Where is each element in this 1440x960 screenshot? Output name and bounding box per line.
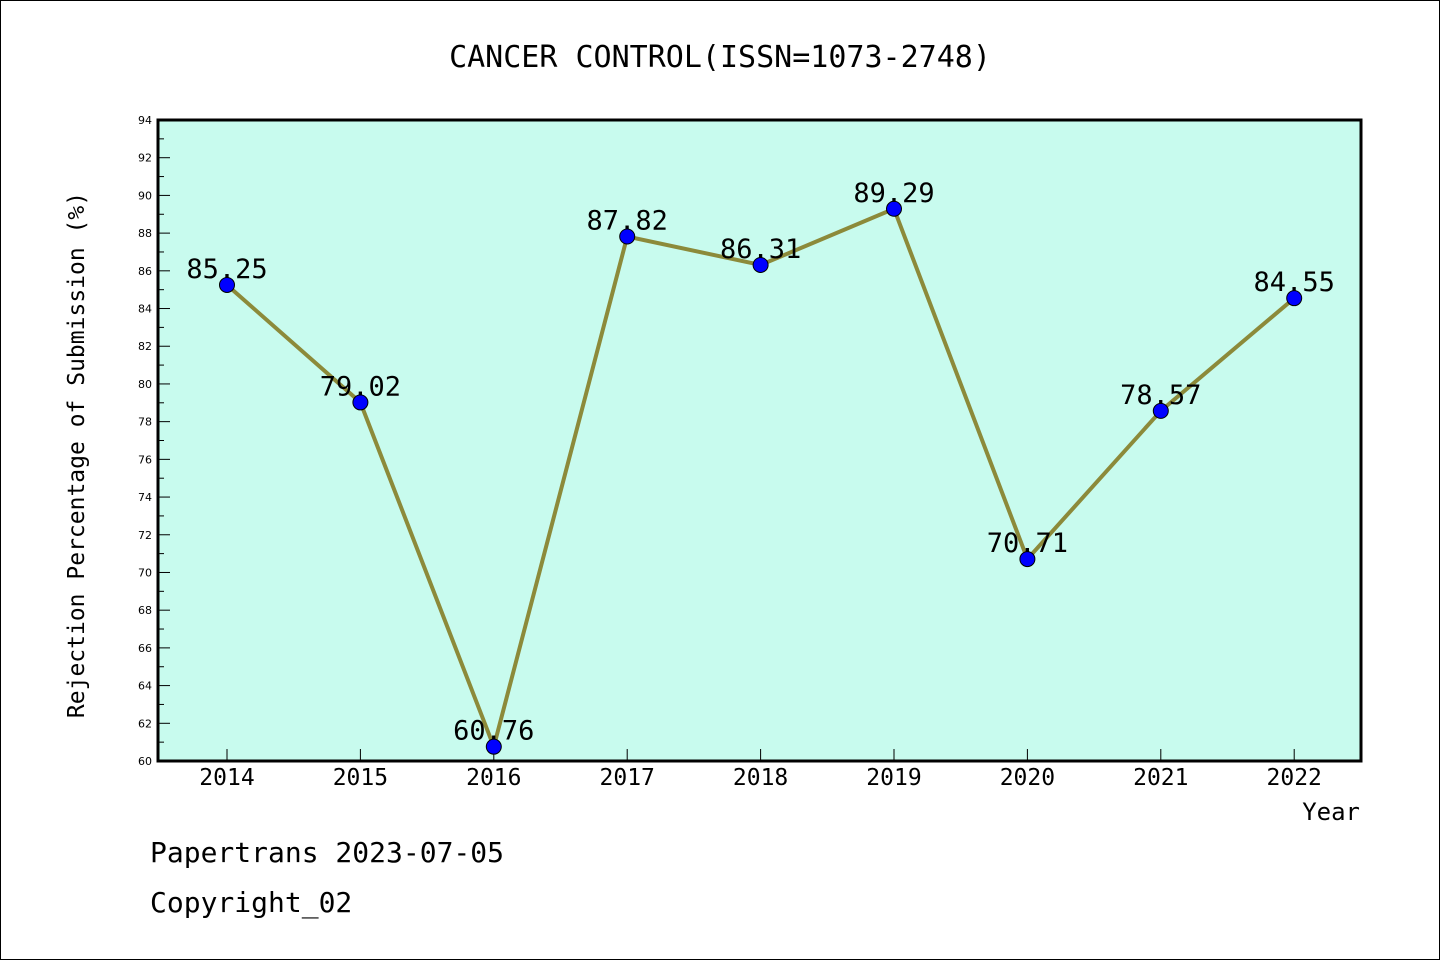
x-tick-label: 2019 (866, 765, 921, 791)
footer-date: Papertrans 2023-07-05 (150, 836, 505, 869)
y-tick-label: 62 (138, 717, 152, 730)
data-labels-group: 85.25 79.02 60.76 87.82 86.31 89.29 70.71 78.57… (186, 178, 1334, 747)
x-tick-label: 2020 (1000, 765, 1055, 791)
data-label: 84.55 (1254, 267, 1335, 298)
x-tick-label: 2014 (199, 765, 254, 791)
data-point (1152, 402, 1169, 419)
x-tick-label: 2021 (1133, 765, 1188, 791)
x-tick-label: 2015 (333, 765, 388, 791)
data-point (886, 200, 902, 217)
x-tick-label: 2016 (466, 765, 521, 791)
x-tick-label: 2017 (600, 765, 655, 791)
data-point (752, 256, 769, 273)
data-point (1019, 551, 1036, 568)
y-tick-label: 60 (138, 755, 152, 768)
y-tick-label: 84 (138, 303, 152, 316)
markers-group (219, 200, 1303, 755)
data-point (485, 738, 502, 755)
data-label: 87.82 (587, 206, 668, 237)
y-tick-label: 64 (138, 680, 152, 693)
y-tick-label: 78 (138, 416, 152, 429)
chart-title: CANCER CONTROL(ISSN=1073-2748) (449, 40, 991, 75)
data-label: 79.02 (320, 371, 401, 402)
y-tick-label: 66 (138, 642, 152, 655)
y-tick-label: 92 (138, 152, 152, 165)
data-label: 78.57 (1120, 380, 1201, 411)
y-tick-label: 88 (138, 227, 152, 240)
y-axis: 60 62 64 66 68 70 72 74 76 78 80 82 84 86 88 90 92 94 (138, 114, 170, 768)
data-point (352, 394, 369, 411)
data-point (619, 228, 636, 245)
data-label: 86.31 (720, 234, 801, 265)
data-point (219, 276, 235, 293)
y-tick-label: 68 (138, 604, 152, 617)
x-axis-label: Year (1302, 798, 1360, 826)
y-tick-label: 70 (138, 566, 152, 579)
y-axis-label: Rejection Percentage of Submission (%) (64, 192, 90, 718)
data-label: 60.76 (453, 716, 534, 747)
y-tick-label: 72 (138, 529, 152, 542)
y-tick-label: 80 (138, 378, 152, 391)
x-axis: 2014 2015 2016 2017 2018 2019 2020 2021 2022 (199, 749, 1322, 791)
x-tick-label: 2018 (733, 765, 788, 791)
y-tick-label: 82 (138, 340, 152, 353)
y-tick-label: 94 (138, 114, 152, 127)
y-tick-label: 90 (138, 189, 152, 202)
y-tick-label: 76 (138, 453, 152, 466)
x-tick-label: 2022 (1267, 765, 1322, 791)
data-label: 89.29 (853, 178, 934, 209)
data-label: 85.25 (186, 254, 267, 285)
footer-copyright: Copyright_02 (150, 886, 353, 919)
y-tick-label: 86 (138, 265, 152, 278)
y-tick-label: 74 (138, 491, 152, 504)
data-point (1286, 290, 1303, 307)
plot-area (156, 118, 1363, 763)
data-label: 70.71 (987, 528, 1068, 559)
